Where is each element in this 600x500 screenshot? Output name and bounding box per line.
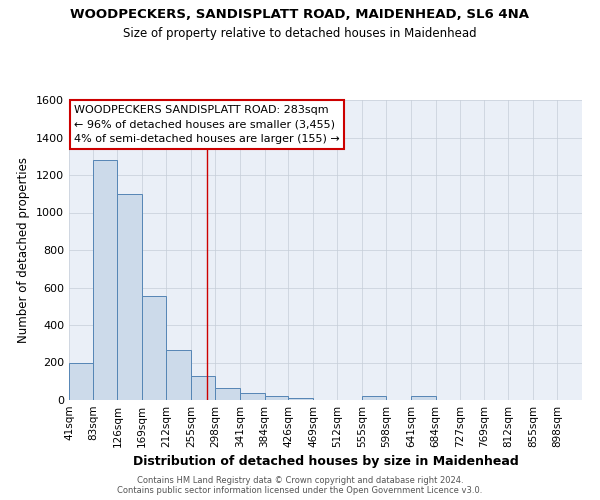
Bar xyxy=(166,350,191,400)
Bar xyxy=(240,394,265,400)
Bar xyxy=(411,396,436,400)
Bar xyxy=(69,362,93,400)
Bar xyxy=(142,296,166,400)
Text: Size of property relative to detached houses in Maidenhead: Size of property relative to detached ho… xyxy=(123,28,477,40)
Bar xyxy=(118,194,142,400)
Text: Contains HM Land Registry data © Crown copyright and database right 2024.: Contains HM Land Registry data © Crown c… xyxy=(137,476,463,485)
Bar xyxy=(265,396,289,400)
Bar xyxy=(191,376,215,400)
Text: Contains public sector information licensed under the Open Government Licence v3: Contains public sector information licen… xyxy=(118,486,482,495)
Text: WOODPECKERS SANDISPLATT ROAD: 283sqm
← 96% of detached houses are smaller (3,455: WOODPECKERS SANDISPLATT ROAD: 283sqm ← 9… xyxy=(74,104,340,144)
Bar xyxy=(93,160,118,400)
Bar xyxy=(362,396,386,400)
Bar xyxy=(289,398,313,400)
Y-axis label: Number of detached properties: Number of detached properties xyxy=(17,157,31,343)
Text: WOODPECKERS, SANDISPLATT ROAD, MAIDENHEAD, SL6 4NA: WOODPECKERS, SANDISPLATT ROAD, MAIDENHEA… xyxy=(71,8,530,20)
Bar xyxy=(215,388,240,400)
X-axis label: Distribution of detached houses by size in Maidenhead: Distribution of detached houses by size … xyxy=(133,456,518,468)
